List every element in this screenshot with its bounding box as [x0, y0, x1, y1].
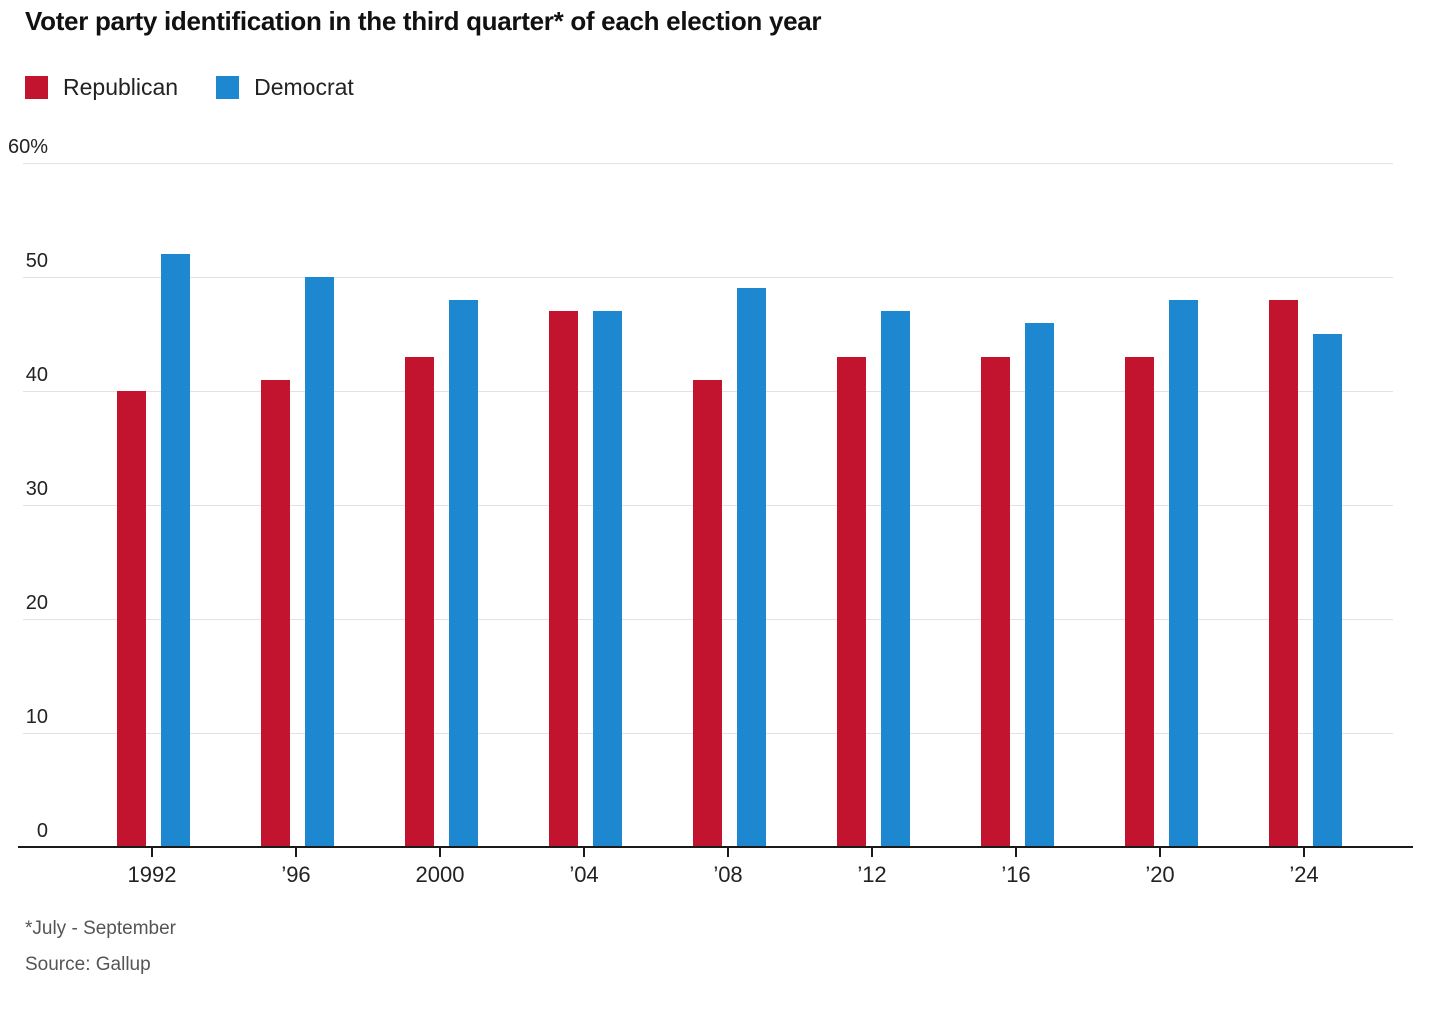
tick-mark-2000: [439, 847, 441, 857]
bar-democrat-’08: [737, 288, 766, 847]
y-axis-label-30: 30: [25, 478, 48, 500]
legend-label-democrat: Democrat: [254, 74, 354, 100]
footnote-source: Source: Gallup: [25, 954, 151, 975]
bar-republican-2000: [405, 356, 434, 847]
tick-mark-’08: [727, 847, 729, 857]
y-axis-label-20: 20: [25, 592, 48, 614]
bar-democrat-’96: [305, 277, 334, 847]
bar-republican-’16: [981, 356, 1010, 847]
bar-republican-’20: [1125, 356, 1154, 847]
y-axis-label-50: 50: [25, 250, 48, 272]
tick-mark-’96: [295, 847, 297, 857]
tick-mark-1992: [151, 847, 153, 857]
gridline-60: [23, 163, 1393, 164]
bar-democrat-2000: [449, 299, 478, 847]
bar-democrat-’16: [1025, 322, 1054, 847]
x-axis-label-1992: 1992: [127, 862, 177, 887]
chart-title: Voter party identification in the third …: [25, 6, 822, 36]
bar-democrat-’12: [881, 311, 910, 847]
tick-mark-’24: [1303, 847, 1305, 857]
bar-democrat-1992: [161, 254, 190, 847]
y-axis-label-0: 0: [36, 820, 48, 842]
tick-mark-’04: [583, 847, 585, 857]
bar-republican-’04: [549, 311, 578, 847]
gridline-50: [23, 277, 1393, 278]
footnote-period: *July - September: [25, 918, 177, 939]
x-axis-line: [18, 846, 1413, 848]
x-axis-label-’20: ’20: [1145, 862, 1175, 887]
bar-republican-’96: [261, 379, 290, 847]
x-axis-label-’12: ’12: [857, 862, 887, 887]
bar-democrat-’24: [1313, 334, 1342, 847]
bar-republican-1992: [117, 391, 146, 847]
x-axis-label-’04: ’04: [569, 862, 599, 887]
bar-republican-’24: [1269, 299, 1298, 847]
x-axis-label-’24: ’24: [1289, 862, 1319, 887]
legend-item-democrat: Democrat: [216, 74, 354, 101]
tick-mark-’20: [1159, 847, 1161, 857]
bar-democrat-’20: [1169, 299, 1198, 847]
republican-swatch-icon: [25, 76, 48, 99]
y-axis-label-40: 40: [25, 364, 48, 386]
x-axis-label-’96: ’96: [281, 862, 311, 887]
bar-republican-’08: [693, 379, 722, 847]
tick-mark-’12: [871, 847, 873, 857]
y-axis-label-10: 10: [25, 706, 48, 728]
legend-label-republican: Republican: [63, 74, 179, 100]
legend: Republican Democrat: [25, 74, 354, 101]
x-axis-label-’16: ’16: [1001, 862, 1031, 887]
tick-mark-’16: [1015, 847, 1017, 857]
legend-item-republican: Republican: [25, 74, 178, 101]
x-axis-label-’08: ’08: [713, 862, 743, 887]
y-axis-label-60: 60%: [7, 136, 48, 158]
bar-democrat-’04: [593, 311, 622, 847]
bar-republican-’12: [837, 356, 866, 847]
x-axis-label-2000: 2000: [415, 862, 465, 887]
democrat-swatch-icon: [216, 76, 240, 99]
